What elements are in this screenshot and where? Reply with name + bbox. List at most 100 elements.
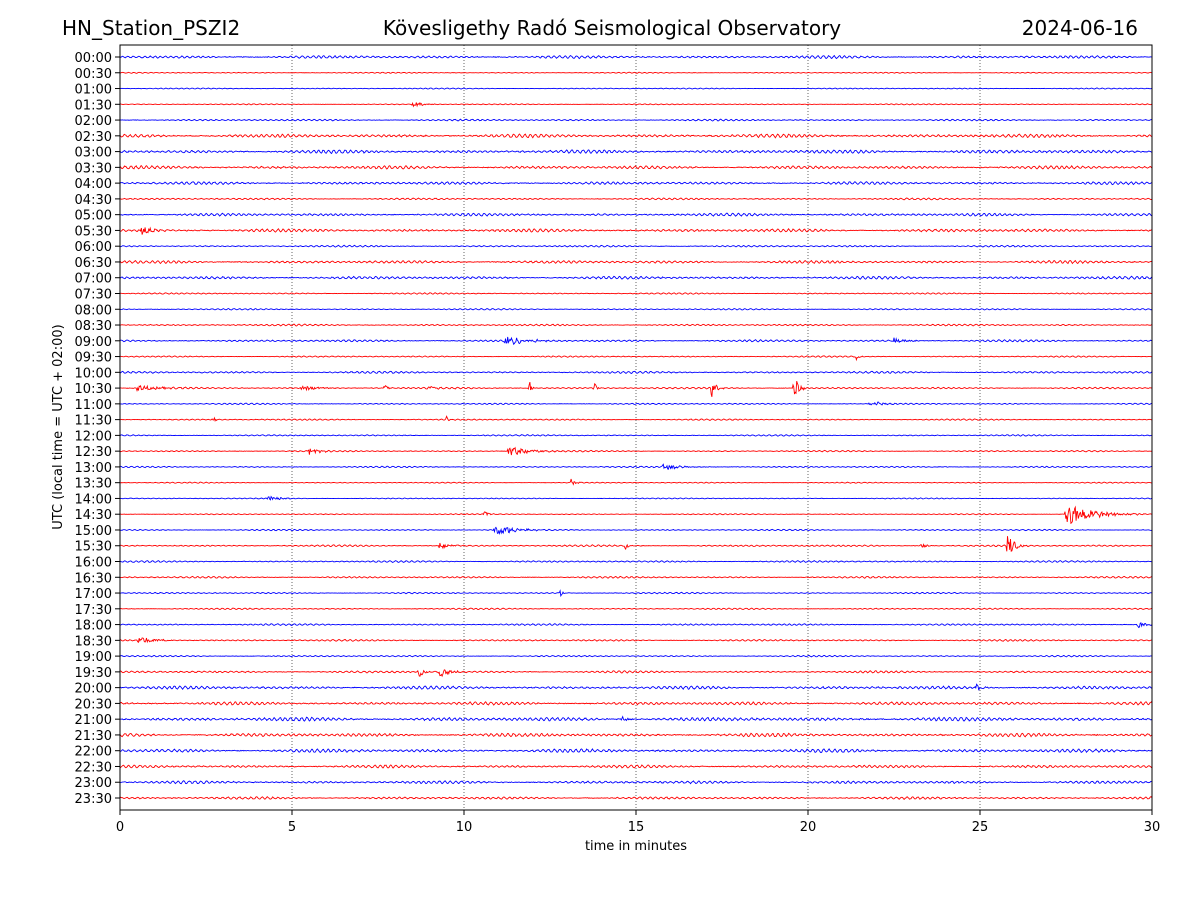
- trace-0900: [119, 336, 1153, 345]
- trace-1930: [119, 669, 1153, 678]
- y-tick-label: 10:30: [75, 382, 112, 397]
- trace-0430: [119, 197, 1153, 201]
- y-tick-label: 06:30: [75, 256, 112, 271]
- trace-0830: [119, 323, 1153, 327]
- station-title: HN_Station_PSZI2: [62, 16, 240, 40]
- trace-0200: [119, 118, 1153, 122]
- y-tick-label: 00:00: [75, 51, 112, 66]
- y-tick-label: 09:30: [75, 351, 112, 366]
- trace-1400: [119, 495, 1153, 501]
- trace-1030: [119, 381, 1153, 397]
- trace-1700: [119, 589, 1153, 598]
- trace-0300: [119, 149, 1153, 155]
- trace-0800: [119, 307, 1153, 311]
- y-tick-label: 21:00: [75, 713, 112, 728]
- trace-1330: [119, 478, 1153, 486]
- trace-2230: [119, 764, 1153, 769]
- trace-2130: [119, 732, 1153, 738]
- y-tick-label: 03:00: [75, 146, 112, 161]
- trace-2030: [119, 700, 1153, 706]
- trace-1900: [119, 654, 1153, 658]
- trace-0330: [119, 165, 1153, 170]
- trace-1100: [119, 401, 1153, 406]
- trace-1730: [119, 607, 1153, 611]
- y-tick-label: 23:00: [75, 776, 112, 791]
- trace-2300: [119, 780, 1153, 785]
- y-tick-label: 05:00: [75, 209, 112, 224]
- y-tick-label: 15:00: [75, 524, 112, 539]
- x-grid: [291, 45, 981, 810]
- trace-0500: [119, 212, 1153, 217]
- y-tick-label: 22:00: [75, 745, 112, 760]
- y-axis-label: UTC (local time = UTC + 02:00): [51, 324, 66, 529]
- y-tick-label: 11:00: [75, 398, 112, 413]
- y-tick-label: 19:30: [75, 666, 112, 681]
- trace-2200: [119, 748, 1153, 754]
- y-tick-label: 13:30: [75, 477, 112, 492]
- y-tick-label: 11:30: [75, 414, 112, 429]
- y-tick-label: 01:00: [75, 83, 112, 98]
- y-tick-label: 16:30: [75, 571, 112, 586]
- x-tick-label: 0: [116, 820, 124, 835]
- trace-0400: [119, 181, 1153, 186]
- y-tick-label: 02:30: [75, 130, 112, 145]
- x-tick-label: 20: [800, 820, 817, 835]
- x-tick-label: 30: [1144, 820, 1161, 835]
- trace-1500: [119, 526, 1153, 535]
- y-tick-label: 18:30: [75, 634, 112, 649]
- trace-1630: [119, 575, 1153, 579]
- trace-0530: [119, 226, 1153, 235]
- y-tick-label: 07:30: [75, 287, 112, 302]
- y-tick-label: 10:00: [75, 366, 112, 381]
- y-tick-label: 22:30: [75, 760, 112, 775]
- y-tick-label: 21:30: [75, 729, 112, 744]
- x-tick-label: 10: [456, 820, 473, 835]
- trace-0730: [119, 292, 1153, 295]
- chart-title: Kövesligethy Radó Seismological Observat…: [383, 16, 841, 40]
- y-tick-label: 07:00: [75, 272, 112, 287]
- y-tick-label: 14:00: [75, 492, 112, 507]
- trace-1430: [119, 505, 1153, 525]
- y-tick-label: 17:00: [75, 587, 112, 602]
- trace-2100: [119, 715, 1153, 722]
- trace-0130: [119, 101, 1153, 108]
- trace-1800: [119, 622, 1153, 629]
- y-tick-label: 12:30: [75, 445, 112, 460]
- y-tick-label: 09:00: [75, 335, 112, 350]
- y-tick-label: 08:00: [75, 303, 112, 318]
- trace-0100: [119, 87, 1153, 90]
- x-ticks: 0 5 10 15 20 25 30: [116, 810, 1160, 835]
- trace-1600: [119, 560, 1153, 563]
- y-tick-label: 13:00: [75, 461, 112, 476]
- date-title: 2024-06-16: [1022, 16, 1138, 40]
- x-tick-label: 15: [628, 820, 645, 835]
- y-tick-label: 00:30: [75, 67, 112, 82]
- y-ticks: 00:0000:3001:0001:3002:0002:3003:0003:30…: [75, 51, 120, 807]
- y-tick-label: 20:30: [75, 697, 112, 712]
- trace-0700: [119, 275, 1153, 280]
- y-tick-label: 08:30: [75, 319, 112, 334]
- y-tick-label: 03:30: [75, 161, 112, 176]
- y-tick-label: 06:00: [75, 240, 112, 255]
- traces: [119, 54, 1153, 800]
- y-tick-label: 19:00: [75, 650, 112, 665]
- y-tick-label: 05:30: [75, 224, 112, 239]
- trace-0000: [119, 54, 1152, 60]
- y-tick-label: 23:30: [75, 792, 112, 807]
- trace-1300: [119, 463, 1153, 470]
- y-tick-label: 14:30: [75, 508, 112, 523]
- x-tick-label: 25: [972, 820, 989, 835]
- y-tick-label: 12:00: [75, 429, 112, 444]
- trace-1200: [119, 434, 1153, 437]
- y-tick-label: 20:00: [75, 682, 112, 697]
- trace-0230: [119, 133, 1153, 139]
- trace-1230: [119, 446, 1153, 456]
- trace-0600: [119, 244, 1153, 248]
- trace-0930: [119, 355, 1153, 362]
- y-tick-label: 18:00: [75, 619, 112, 634]
- y-tick-label: 17:30: [75, 603, 112, 618]
- trace-1130: [119, 415, 1153, 423]
- y-tick-label: 15:30: [75, 540, 112, 555]
- y-tick-label: 16:00: [75, 556, 112, 571]
